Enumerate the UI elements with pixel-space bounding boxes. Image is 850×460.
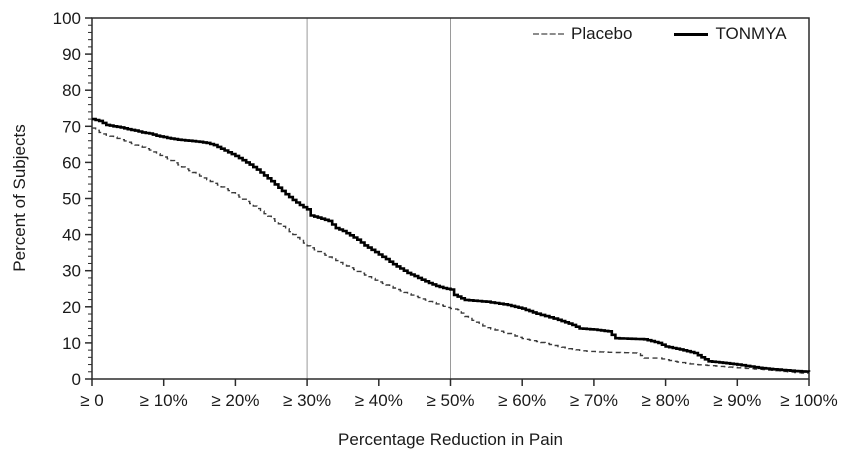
legend-label-placebo: Placebo [571,24,633,43]
y-tick-label: 70 [62,117,81,136]
legend: Placebo TONMYA [533,23,787,45]
x-tick-label: ≥ 70% [570,391,618,410]
x-tick-label: ≥ 50% [426,391,474,410]
legend-label-tonmya: TONMYA [715,24,787,43]
y-axis-title: Percent of Subjects [10,124,29,272]
legend-item-tonmya: TONMYA [674,24,787,44]
y-tick-label: 60 [62,153,81,172]
y-tick-label: 20 [62,298,81,317]
x-tick-label: ≥ 60% [498,391,546,410]
x-tick-label: ≥ 10% [140,391,188,410]
x-tick-label: ≥ 40% [355,391,403,410]
legend-item-placebo: Placebo [533,24,632,44]
y-tick-label: 40 [62,226,81,245]
y-tick-label: 50 [62,190,81,209]
tonmya-solid-line-sample [674,32,709,36]
x-tick-label: ≥ 90% [713,391,761,410]
y-tick-label: 0 [72,370,81,389]
x-axis-title: Percentage Reduction in Pain [338,430,563,449]
y-tick-label: 90 [62,45,81,64]
x-tick-label: ≥ 30% [283,391,331,410]
x-tick-label: ≥ 20% [211,391,259,410]
tonmya-line [92,117,811,373]
y-tick-label: 10 [62,334,81,353]
x-tick-label: ≥ 80% [642,391,690,410]
y-tick-label: 100 [53,9,81,28]
placebo-dashed-line-sample [533,33,564,35]
x-tick-label: ≥ 0 [80,391,104,410]
x-tick-label: ≥ 100% [780,391,838,410]
y-tick-label: 30 [62,262,81,281]
placebo-line [92,127,810,374]
y-tick-label: 80 [62,81,81,100]
